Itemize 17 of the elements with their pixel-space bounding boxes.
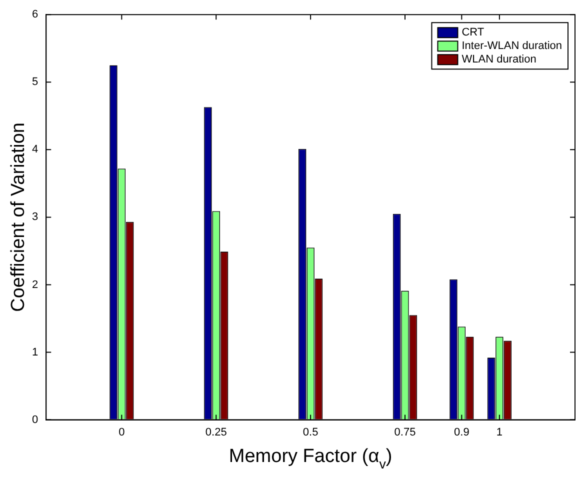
y-tick-label: 3	[32, 211, 38, 224]
legend-label: Inter-WLAN duration	[462, 40, 562, 52]
y-axis-title: Coefficient of Variation	[8, 122, 29, 312]
x-tick-label: 1	[496, 426, 503, 438]
x-tick-label: 0.9	[454, 426, 470, 438]
legend-label: CRT	[462, 26, 484, 39]
y-tick-label: 5	[32, 76, 38, 88]
y-tick-label: 2	[32, 278, 38, 291]
y-tick-label: 6	[32, 8, 38, 21]
x-tick-label: 0.5	[302, 426, 318, 438]
x-tick-label: 0	[118, 426, 125, 438]
legend-label: WLAN duration	[462, 54, 536, 66]
y-tick-label: 4	[32, 144, 38, 156]
x-tick-label: 0.25	[205, 426, 227, 438]
y-tick-label: 0	[32, 414, 38, 426]
x-tick-label: 0.75	[394, 426, 416, 438]
y-tick-label: 1	[32, 346, 38, 358]
